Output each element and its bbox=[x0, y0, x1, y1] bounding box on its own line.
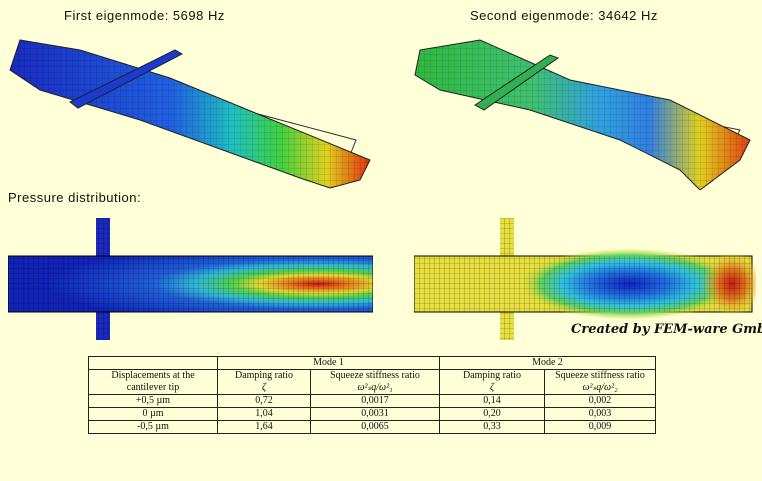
table-row: -0,5 µm 1,64 0,0065 0,33 0,009 bbox=[88, 420, 656, 434]
mode1-crossbar bbox=[69, 49, 184, 109]
displacement-header: Displacements at the cantilever tip bbox=[88, 369, 218, 395]
mode2-header: Mode 2 bbox=[439, 356, 656, 370]
mode1-stiffness-header: Squeeze stiffness ratio ω²ₛq/ω²₁ bbox=[310, 369, 440, 395]
mode1-damping-header: Damping ratio ζ bbox=[217, 369, 311, 395]
mode2-shape-plot bbox=[414, 39, 751, 190]
empty-corner-cell bbox=[88, 356, 218, 370]
mode1-header: Mode 1 bbox=[217, 356, 440, 370]
mode2-crossbar bbox=[474, 54, 560, 111]
table-row: 0 µm 1,04 0,0031 0,20 0,003 bbox=[88, 407, 656, 421]
mode1-caption: First eigenmode: 5698 Hz bbox=[64, 8, 225, 23]
mode2-stiffness-header: Squeeze stiffness ratio ω²ₛq/ω²₂ bbox=[544, 369, 656, 395]
pressure-caption: Pressure distribution: bbox=[8, 190, 142, 205]
credit-text: Created by FEM-ware GmbH bbox=[571, 322, 762, 337]
pressure-map-mode2 bbox=[414, 218, 756, 340]
mode1-shape-plot bbox=[9, 39, 371, 189]
results-table: Mode 1 Mode 2 Displacements at the canti… bbox=[88, 356, 656, 434]
table-row: +0,5 µm 0,72 0,0017 0,14 0,002 bbox=[88, 394, 656, 408]
mode2-damping-header: Damping ratio ζ bbox=[439, 369, 545, 395]
mode2-caption: Second eigenmode: 34642 Hz bbox=[470, 8, 658, 23]
pressure-map-mode1 bbox=[8, 218, 373, 340]
